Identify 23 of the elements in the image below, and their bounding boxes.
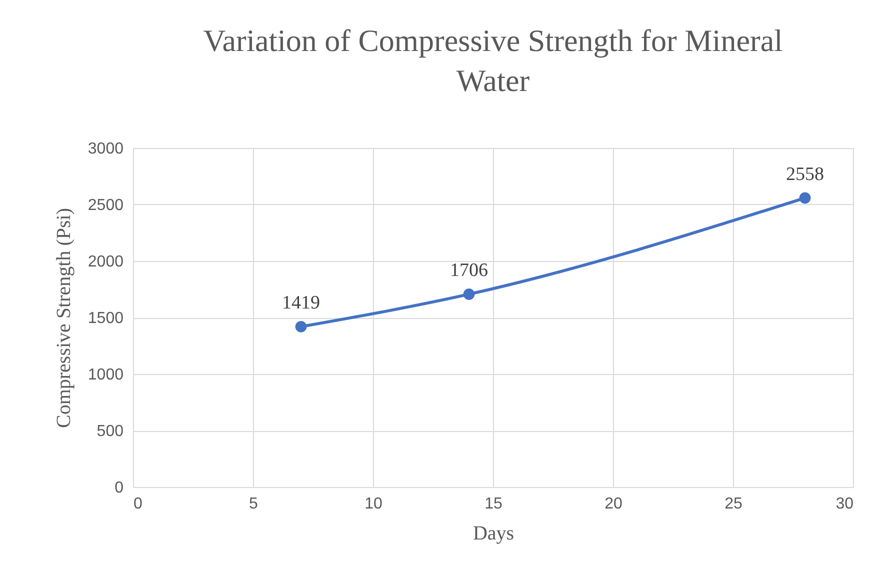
point <box>463 288 475 300</box>
data-label: 1706 <box>450 260 488 282</box>
data-label: 2558 <box>786 164 824 185</box>
x-tick-label: 10 <box>364 496 382 512</box>
data-label: 1419 <box>282 292 320 314</box>
chart-title: Variation of Compressive Strength for Mineral Water <box>203 23 783 98</box>
y-tick-label: 1000 <box>88 366 124 384</box>
x-tick-label: 20 <box>604 496 622 512</box>
y-axis-title: Compressive Strength (Psi) <box>52 208 75 428</box>
point <box>295 320 307 332</box>
x-tick-label: 30 <box>836 496 854 512</box>
point <box>799 192 811 204</box>
y-tick-label: 2500 <box>88 197 124 214</box>
y-tick-label: 0 <box>114 480 124 496</box>
y-tick-label: 2000 <box>88 254 124 270</box>
y-tick-label: 3000 <box>88 140 124 158</box>
x-tick-label: 15 <box>484 496 502 512</box>
y-tick-label: 1500 <box>88 310 124 327</box>
x-tick-label: 0 <box>134 496 142 512</box>
y-tick-label: 500 <box>96 423 124 440</box>
x-tick-label: 5 <box>249 496 258 512</box>
x-tick-label: 25 <box>724 496 742 512</box>
x-axis-title: Days <box>472 522 514 544</box>
